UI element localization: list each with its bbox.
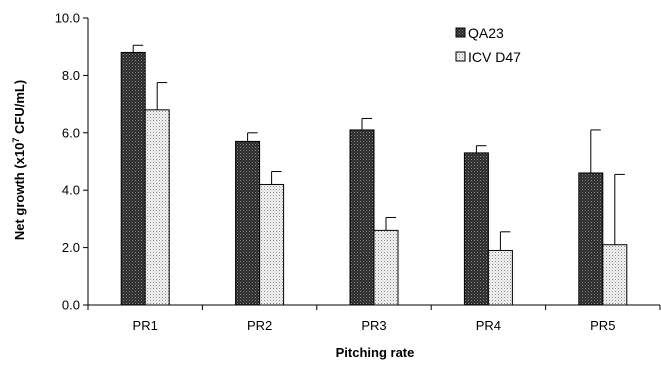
y-tick-label: 8.0 [62,68,80,83]
bar-qa23 [578,172,604,306]
y-axis-title-exponent: 7 [11,138,21,143]
plot-area: 0.0 2.0 4.0 6.0 8.0 10.0 PR1 PR2 PR3 PR4 PR5 [55,11,661,333]
y-axis-title: Net growth (x107 CFU/mL) [11,80,27,240]
bar-icv-d47 [373,229,399,306]
x-tick-label: PR1 [133,318,158,333]
y-tick-label: 2.0 [62,240,80,255]
legend-swatch [455,27,466,38]
y-tick-label: 6.0 [62,125,80,140]
x-axis-title: Pitching rate [336,345,415,360]
y-tick-label: 10.0 [55,11,80,26]
bar-icv-d47 [259,183,285,306]
x-tick-label: PR3 [361,318,386,333]
x-tick-label: PR5 [590,318,615,333]
legend-label: QA23 [468,25,504,41]
bar-qa23 [349,129,375,306]
bar-qa23 [120,51,146,306]
y-tick-label: 4.0 [62,183,80,198]
y-axis-title-suffix: CFU/mL) [12,80,27,138]
bar-icv-d47 [144,109,170,306]
x-tick-label: PR4 [476,318,501,333]
legend-swatch [455,51,466,62]
legend-label: ICV D47 [468,49,521,65]
bar-icv-d47 [487,249,513,306]
y-axis-title-prefix: Net growth (x10 [12,143,27,241]
bar-qa23 [463,152,489,306]
bar-qa23 [235,140,261,306]
x-tick-label: PR2 [247,318,272,333]
legend: QA23 ICV D47 [455,25,521,65]
bar-icv-d47 [602,244,628,306]
y-tick-label: 0.0 [62,298,80,313]
